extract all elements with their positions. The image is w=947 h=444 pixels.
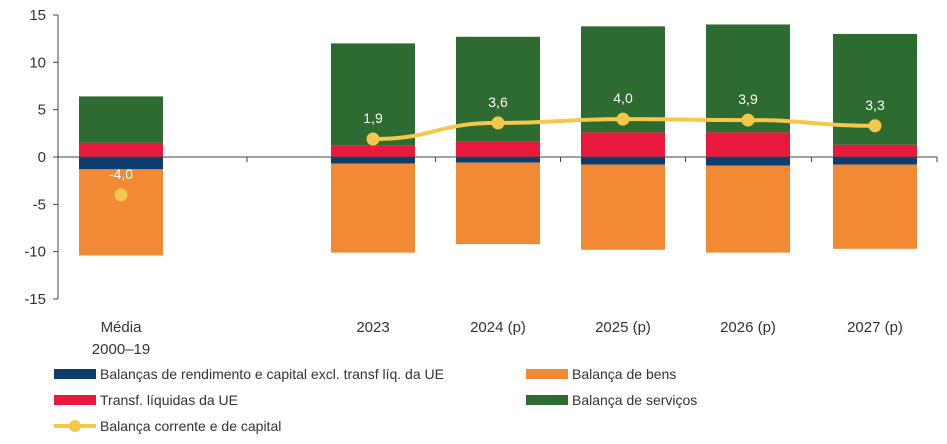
y-tick-label: -15 [24,291,46,308]
data-label: 1,9 [363,110,383,126]
legend-label: Balanças de rendimento e capital excl. t… [100,366,444,382]
bar-segment [331,163,415,253]
bar-segment [581,132,665,157]
bar-segment [833,157,917,165]
legend-swatch [54,369,96,379]
bar-segment [706,132,790,157]
line-point [114,188,128,202]
category-labels: Média 2000–19 2023 2024 (p) 2025 (p) 2026 (p)… [92,319,903,358]
y-tick-label: -5 [33,196,46,213]
category-label: 2023 [356,319,389,336]
data-label: 3,9 [738,91,758,107]
bar-segment [79,169,163,256]
legend-label: Balança de serviços [572,392,697,408]
legend: Balanças de rendimento e capital excl. t… [54,366,697,434]
line-point [616,112,630,126]
legend-swatch [54,395,96,405]
bars [79,24,917,256]
data-label: 3,3 [865,97,885,113]
legend-label: Transf. líquidas da UE [100,392,238,408]
bar-segment [79,96,163,143]
zero-line [58,156,938,162]
bar-segment [456,157,540,163]
y-tick-label: 0 [38,149,46,166]
bar-segment [331,145,415,157]
data-label: 4,0 [613,90,633,106]
bar-segment [79,157,163,170]
category-label: 2027 (p) [847,319,903,336]
bar-segment [456,162,540,245]
line-point [741,113,755,127]
line-series: -4,0 1,9 3,6 4,0 3,9 3,3 [109,90,885,202]
bar-segment [706,165,790,253]
data-label: -4,0 [109,166,133,182]
bar-segment [79,142,163,157]
y-tick-label: 5 [38,102,46,119]
y-axis: -15 -10 -5 0 5 10 15 [24,7,59,308]
bar-segment [833,144,917,157]
bar-segment [706,157,790,166]
category-label: Média [101,319,143,336]
legend-label: Balança corrente e de capital [100,418,281,434]
bar-segment [833,164,917,249]
category-label: 2025 (p) [595,319,651,336]
data-label: 3,6 [488,94,508,110]
line-point [366,132,380,146]
legend-swatch [526,369,568,379]
legend-label: Balança de bens [572,366,676,382]
line-point [868,119,882,133]
bar-segment [581,164,665,250]
category-label: 2026 (p) [720,319,776,336]
bar-segment [331,43,415,146]
legend-swatch-marker [69,420,81,432]
bar-segment [581,157,665,165]
category-label: 2024 (p) [470,319,526,336]
y-tick-label: 10 [29,54,46,71]
category-label: 2000–19 [92,341,150,358]
legend-swatch [526,395,568,405]
y-tick-label: -10 [24,244,46,261]
line-point [491,116,505,130]
y-tick-label: 15 [29,7,46,24]
bar-segment [331,157,415,164]
bar-segment [456,141,540,157]
